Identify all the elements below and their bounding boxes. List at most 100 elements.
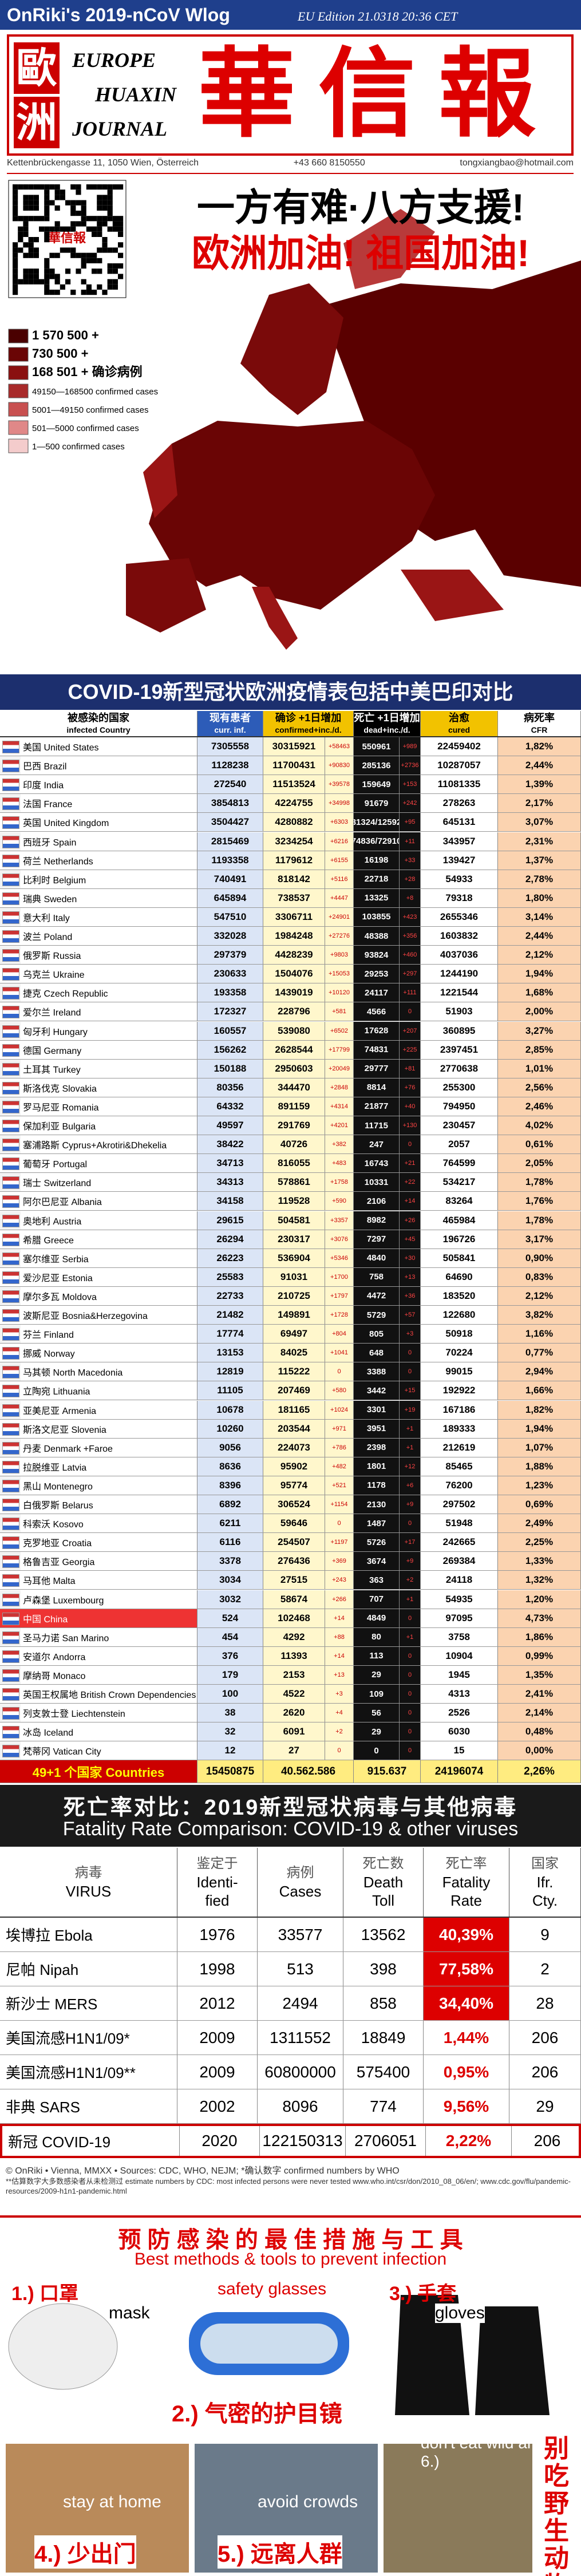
qr-module — [81, 290, 86, 295]
table-cell: +1 — [400, 1419, 421, 1438]
table-cell: 1,94% — [498, 1419, 581, 1438]
table-cell: 29 — [354, 1722, 400, 1741]
table-cell: 38 — [197, 1704, 263, 1722]
table-cell: +76 — [400, 1078, 421, 1097]
table-cell: 6211 — [197, 1514, 263, 1533]
table-cell: 丹麦 Denmark +Faroe — [21, 1438, 197, 1457]
table-cell: 103855 — [354, 907, 400, 926]
table-row: 斯洛文尼亚 Slovenia 10260 203544 +971 3951 +1 18933… — [0, 1419, 581, 1439]
table-row: 德国 Germany 156262 2628544 +17799 74831 +225 23… — [0, 1040, 581, 1060]
fatality-cell: 新冠 COVID-19 — [2, 2126, 180, 2156]
masthead-side: 洲 — [14, 97, 60, 148]
table-cell: 1,66% — [498, 1381, 581, 1400]
table-cell: 16743 — [354, 1154, 400, 1173]
qr-module — [13, 290, 18, 295]
legend-swatch — [8, 347, 29, 362]
edition: EU Edition 21.0318 20:36 CET — [298, 9, 458, 23]
table-cell: 83264 — [421, 1192, 498, 1211]
header-text: 被感染的国家 — [68, 712, 129, 724]
fatality-cell: 新沙士 MERS — [0, 1986, 177, 2020]
table-cell: 1,16% — [498, 1325, 581, 1344]
table-cell: 0,69% — [498, 1495, 581, 1514]
header-text: 病例 — [286, 1865, 314, 1880]
table-cell: 707 — [354, 1590, 400, 1609]
table-cell: 59646 — [263, 1514, 325, 1533]
table-cell: 4849 — [354, 1609, 400, 1627]
table-cell: 1,94% — [498, 965, 581, 983]
table-cell: 克罗地亚 Croatia — [21, 1533, 197, 1552]
flag — [2, 892, 19, 905]
legend-swatch — [8, 384, 29, 398]
table-cell: 2,17% — [498, 794, 581, 813]
table-cell: 8396 — [197, 1476, 263, 1495]
qr-module — [70, 205, 76, 211]
qr-module — [33, 274, 39, 279]
flag — [2, 1518, 19, 1531]
table-cell: 3674 — [354, 1552, 400, 1571]
fatality-cell: 28 — [509, 1986, 581, 2020]
qr-module — [13, 184, 18, 190]
table-cell: 4428239 — [263, 946, 325, 965]
qr-module — [118, 184, 124, 190]
table-cell: 梵蒂冈 Vatican City — [21, 1741, 197, 1760]
table-row: 土耳其 Turkey 150188 2950603 +20049 29777 +81 277… — [0, 1059, 581, 1078]
table-cell: +3 — [400, 1325, 421, 1344]
flag — [2, 1479, 19, 1492]
qr-module — [107, 195, 113, 200]
table-cell: 3234254 — [263, 832, 325, 851]
legend-swatch — [8, 329, 29, 343]
table-cell: 波斯尼亚 Bosnia&Herzegovina — [21, 1306, 197, 1325]
table-cell: 3306711 — [263, 907, 325, 926]
qr-module — [23, 226, 29, 232]
qr-module — [112, 284, 118, 290]
qr-module — [76, 184, 81, 190]
qr-module — [13, 216, 18, 222]
fatality-cell: 2706051 — [346, 2126, 426, 2156]
header-text: fied — [205, 1892, 230, 1909]
table-cell: 0,99% — [498, 1646, 581, 1665]
qr-module — [28, 195, 34, 200]
table-cell: 230317 — [263, 1230, 325, 1249]
table-cell: 34713 — [197, 1154, 263, 1173]
header-text: Rate — [450, 1892, 482, 1909]
table-cell: 99015 — [421, 1362, 498, 1381]
table-cell: 2,49% — [498, 1514, 581, 1533]
table-cell: 亚美尼亚 Armenia — [21, 1400, 197, 1419]
table-cell: 0 — [400, 1646, 421, 1665]
qr-module — [76, 252, 81, 258]
header-text: 病死率 — [524, 712, 555, 724]
table-cell: +19 — [400, 1400, 421, 1419]
table-cell: 9056 — [197, 1438, 263, 1457]
masthead-side: 歐 — [14, 42, 60, 94]
masthead-title: 華信報 — [198, 37, 559, 151]
qr-module — [28, 279, 34, 285]
prevention: 预 防 感 染 的 最 佳 措 施 与 工 具 Best methods & t… — [0, 2215, 581, 2576]
header-text: CFR — [531, 725, 548, 734]
qr-module — [54, 205, 60, 211]
table-cell: 乌克兰 Ukraine — [21, 965, 197, 983]
fatality-cell: 206 — [509, 2021, 581, 2055]
table-cell: 2106 — [354, 1192, 400, 1211]
table-cell: 91679 — [354, 794, 400, 813]
table-cell: 4292 — [263, 1627, 325, 1646]
table-cell: 11513524 — [263, 775, 325, 794]
total-cell: 24196074 — [421, 1760, 498, 1783]
fatality-cell: 1976 — [177, 1918, 258, 1951]
total-cell: 15450875 — [197, 1760, 263, 1783]
flag — [2, 1252, 19, 1265]
table-cell: 爱尔兰 Ireland — [21, 1002, 197, 1021]
note: **估算数字大多数感染者从未检测过 estimate numbers by CD… — [6, 2177, 571, 2195]
table-cell: 斯洛伐克 Slovakia — [21, 1078, 197, 1097]
header-cell: 病例 Cases — [258, 1848, 343, 1917]
table-cell: +971 — [325, 1419, 354, 1438]
table-row: 摩尔多瓦 Moldova 22733 210725 +1797 4472 +36 18352… — [0, 1286, 581, 1306]
qr-module — [76, 189, 81, 195]
qr-module — [65, 226, 71, 232]
qr-module — [23, 252, 29, 258]
table-cell: 10331 — [354, 1173, 400, 1192]
table-cell: 203544 — [263, 1419, 325, 1438]
qr-module — [97, 184, 102, 190]
table-cell: 斯洛文尼亚 Slovenia — [21, 1419, 197, 1438]
qr-module — [13, 263, 18, 269]
table-cell: 6892 — [197, 1495, 263, 1514]
